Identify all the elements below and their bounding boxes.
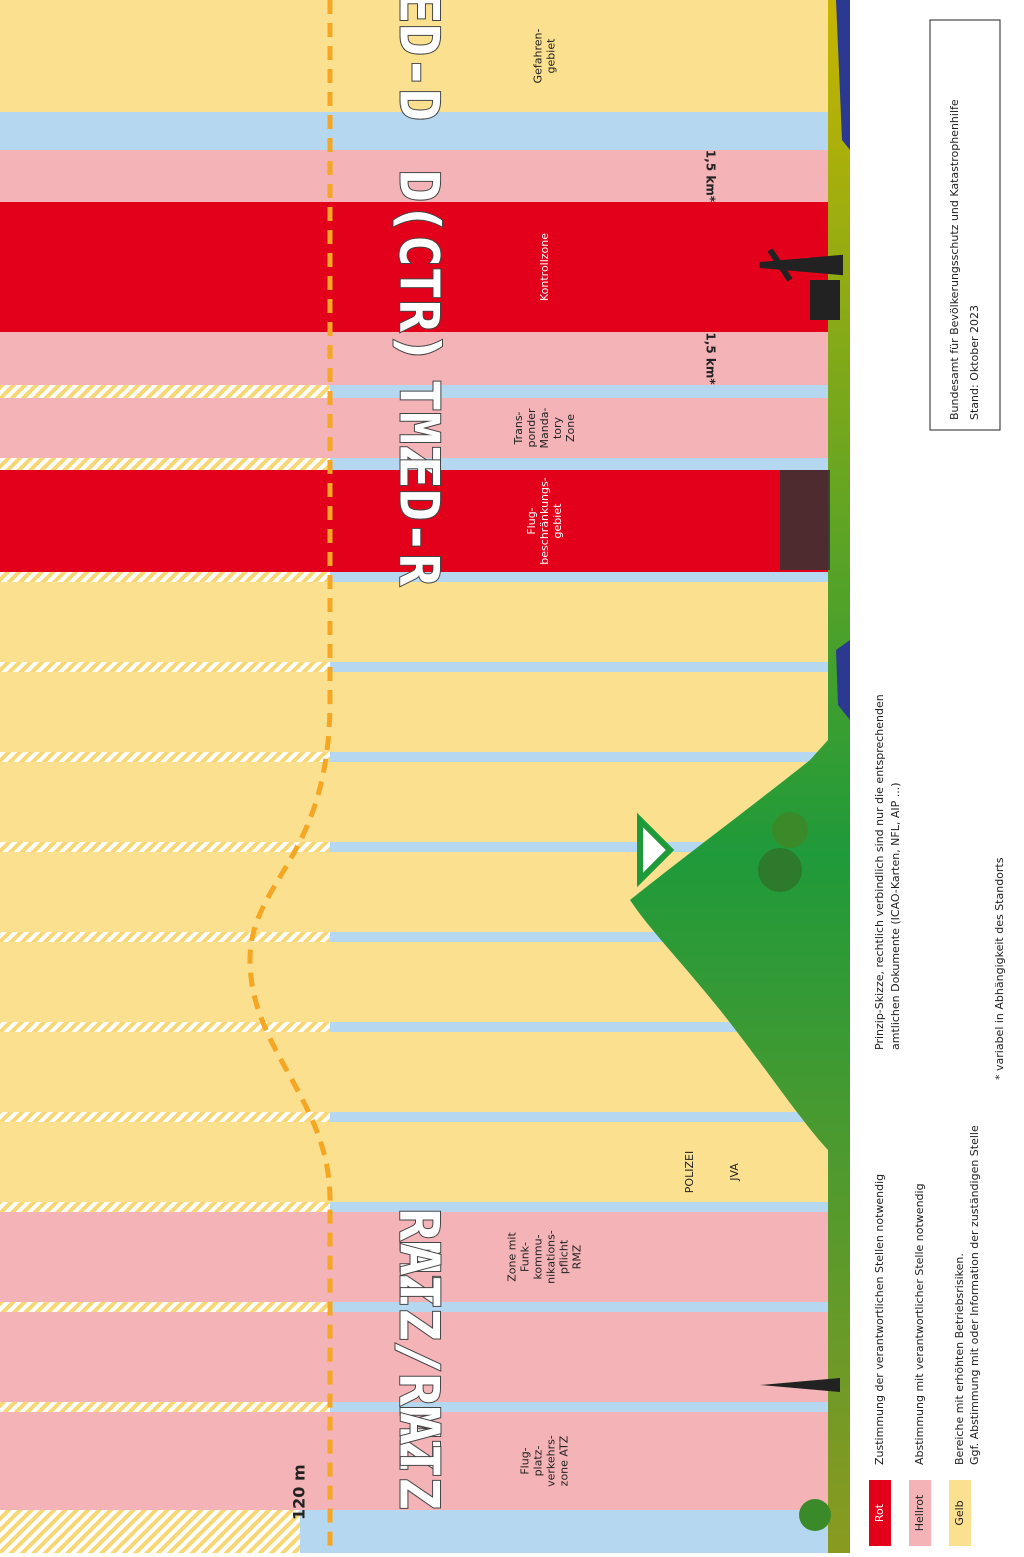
zone-description: Funk- — [519, 1242, 532, 1272]
zone-description: Flug- — [519, 1447, 532, 1474]
legend-text: Zustimmung der verantwortlichen Stellen … — [873, 1174, 886, 1465]
zone-description: verkehrs- — [545, 1435, 558, 1487]
zone-description: Flug- — [525, 507, 538, 534]
legend-text: Ggf. Abstimmung mit oder Information der… — [968, 1125, 981, 1465]
note: * variabel in Abhängigkeit des Standorts — [993, 857, 1006, 1080]
band — [0, 582, 850, 662]
hatch — [0, 1402, 330, 1412]
note: Prinzip-Skizze, rechtlich verbindlich si… — [873, 694, 886, 1050]
date: Stand: Oktober 2023 — [968, 305, 981, 420]
icon-label: POLIZEI — [683, 1151, 696, 1193]
publisher-box — [930, 20, 1000, 430]
zone-distance: 1,5 km* — [704, 332, 718, 385]
zone-distance: 1,5 km* — [704, 150, 718, 203]
zone-description: Zone mit — [506, 1232, 519, 1282]
hatch — [0, 1022, 330, 1032]
zone-description: Manda- — [538, 408, 551, 449]
publisher: Bundesamt für Bevölkerungsschutz und Kat… — [948, 99, 961, 420]
hatch — [0, 458, 330, 470]
castle — [780, 470, 830, 570]
zone-description: zone ATZ — [558, 1435, 571, 1486]
zone-description: Trans- — [512, 411, 525, 445]
zone-description: beschränkungs- — [538, 477, 551, 564]
hatch — [0, 752, 330, 762]
zone-description: platz- — [532, 1446, 545, 1477]
legend-text: Bereiche mit erhöhten Betriebsrisiken. — [953, 1253, 966, 1465]
tree — [799, 1499, 831, 1531]
tower-base — [810, 280, 840, 320]
hatch — [0, 1202, 330, 1212]
zone-description: RMZ — [571, 1244, 584, 1269]
height-label: 120 m — [290, 1464, 309, 1520]
zone-code: ED-R — [387, 456, 450, 587]
hatch — [0, 1302, 330, 1312]
zone-description: gebiet — [545, 38, 558, 74]
band — [0, 1122, 850, 1202]
zone-description: nikations- — [545, 1230, 558, 1284]
legend-label: Rot — [873, 1503, 886, 1522]
zone-description: Zone — [564, 414, 577, 442]
band — [0, 672, 850, 752]
zone-description: ponder — [525, 408, 538, 447]
airspace-diagram: ED-D Gefahren-gebiet 1,5 km* D(CTR) Kontroll… — [0, 0, 1024, 1553]
zone-description: Kontrollzone — [538, 233, 551, 301]
icon-label: JVA — [728, 1163, 741, 1182]
hatch — [0, 1510, 300, 1553]
tree — [758, 848, 802, 892]
hatch — [0, 662, 330, 672]
hatch — [0, 385, 330, 398]
hatch — [0, 572, 330, 582]
hatch — [0, 932, 330, 942]
band — [0, 1032, 850, 1112]
note: amtlichen Dokumente (ICAO-Karten, NFL, A… — [889, 782, 902, 1050]
zone-code: ATZ — [387, 1412, 450, 1510]
zone-description: Gefahren- — [532, 29, 545, 84]
tree — [772, 812, 808, 848]
zone-code: D(CTR) — [387, 169, 450, 364]
legend-text: Abstimmung mit verantwortlicher Stelle n… — [913, 1183, 926, 1465]
page: ED-D Gefahren-gebiet 1,5 km* D(CTR) Kontroll… — [0, 0, 1024, 1553]
hatch — [0, 1112, 330, 1122]
legend-label: Hellrot — [913, 1494, 926, 1531]
zone-description: tory — [551, 416, 564, 439]
zone-description: kommu- — [532, 1234, 545, 1279]
hatch — [0, 842, 330, 852]
zone-code: ED-D — [387, 0, 450, 121]
legend-label: Gelb — [953, 1500, 966, 1525]
zone-description: pflicht — [558, 1239, 571, 1274]
zone-description: gebiet — [551, 503, 564, 539]
